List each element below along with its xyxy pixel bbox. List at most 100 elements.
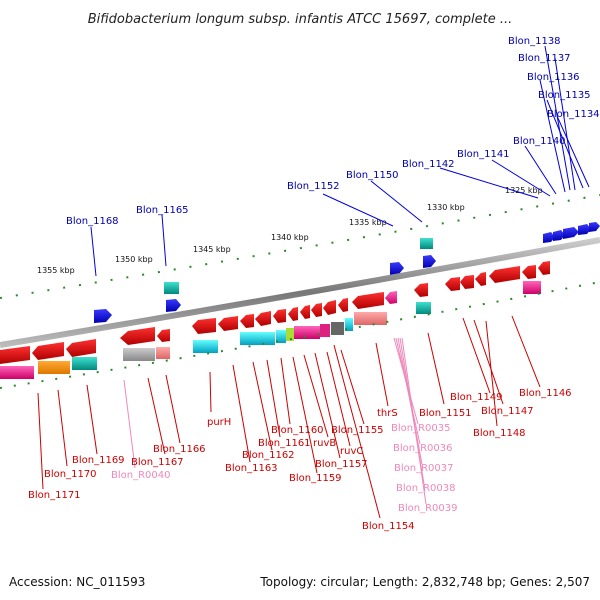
gene-label[interactable]: Blon_1162 (242, 450, 295, 461)
cds-feature[interactable] (72, 357, 97, 370)
gene-label[interactable]: Blon_1168 (66, 216, 119, 227)
gene-label[interactable]: Blon_1137 (518, 53, 571, 64)
scale-labels: 1325 kbp 1330 kbp 1335 kbp 1340 kbp 1345… (37, 186, 543, 275)
gene-label[interactable]: Blon_1166 (153, 444, 206, 455)
gene-arrow[interactable] (300, 305, 310, 319)
gene-label[interactable]: Blon_R0038 (396, 483, 456, 494)
gene-arrow[interactable] (522, 265, 536, 279)
rna-feature[interactable] (420, 238, 433, 249)
gene-arrow[interactable] (445, 277, 460, 291)
gene-label[interactable]: Blon_1171 (28, 490, 81, 501)
gene-arrow[interactable] (338, 298, 348, 312)
gene-label[interactable]: Blon_R0039 (398, 503, 458, 514)
gene-arrow[interactable] (323, 300, 336, 315)
gene-label[interactable]: Blon_1152 (287, 181, 340, 192)
gene-arrow[interactable] (166, 299, 181, 312)
gene-arrow[interactable] (538, 261, 550, 275)
gene-arrow[interactable] (255, 311, 271, 326)
gene-label[interactable]: Blon_1140 (513, 136, 566, 147)
cds-feature[interactable] (286, 328, 294, 341)
gene-label[interactable]: thrS (377, 408, 398, 419)
gene-arrow[interactable] (390, 262, 404, 275)
rna-feature[interactable] (164, 282, 179, 294)
gene-label[interactable]: Blon_1142 (402, 159, 455, 170)
gene-arrow[interactable] (240, 314, 254, 328)
gene-label[interactable]: Blon_1150 (346, 170, 399, 181)
gene-arrow[interactable] (32, 342, 64, 360)
gene-label[interactable]: Blon_1134 (547, 109, 600, 120)
gene-label[interactable]: Blon_1165 (136, 205, 189, 216)
cds-feature[interactable] (523, 281, 541, 294)
gene-label[interactable]: purH (207, 417, 231, 428)
gene-label[interactable]: Blon_1170 (44, 469, 97, 480)
gene-label[interactable]: Blon_1147 (481, 406, 534, 417)
gene-label[interactable]: Blon_1148 (473, 428, 526, 439)
gene-arrow[interactable] (273, 309, 286, 323)
gene-arrow[interactable] (460, 275, 474, 289)
gene-label[interactable]: Blon_1141 (457, 149, 510, 160)
cds-feature[interactable] (276, 330, 286, 343)
scale-label: 1325 kbp (505, 186, 543, 195)
gene-label[interactable]: Blon_1159 (289, 473, 342, 484)
cds-feature[interactable] (320, 324, 330, 337)
gene-arrow[interactable] (414, 283, 428, 297)
gene-label[interactable]: Blon_1138 (508, 36, 561, 47)
gene-label[interactable]: Blon_R0036 (393, 443, 453, 454)
lower-gene-labels: Blon_1146 Blon_1149 Blon_1147 Blon_1148 … (28, 388, 572, 532)
lower-leader-lines (37, 315, 541, 519)
cds-feature[interactable] (156, 347, 170, 359)
gene-label[interactable]: Blon_1146 (519, 388, 572, 399)
gene-label[interactable]: Blon_R0037 (394, 463, 454, 474)
gene-arrow[interactable] (311, 303, 322, 317)
genome-stats-text: Topology: circular; Length: 2,832,748 bp… (259, 575, 590, 589)
gene-label[interactable]: Blon_R0040 (111, 470, 171, 481)
gene-arrow[interactable] (352, 292, 384, 309)
gene-label[interactable]: Blon_1163 (225, 463, 278, 474)
gene-arrow[interactable] (553, 230, 565, 241)
gene-label[interactable]: Blon_1169 (72, 455, 125, 466)
gene-label[interactable]: Blon_1155 (331, 425, 384, 436)
cds-feature[interactable] (0, 366, 34, 379)
gene-label[interactable]: Blon_1149 (450, 392, 503, 403)
gene-arrow[interactable] (563, 227, 579, 239)
gene-arrow[interactable] (120, 327, 155, 345)
gene-label[interactable]: Blon_R0035 (391, 423, 451, 434)
cds-feature[interactable] (416, 302, 431, 314)
gene-label[interactable]: Blon_1154 (362, 521, 415, 532)
gene-arrow[interactable] (218, 316, 238, 331)
gene-arrow[interactable] (66, 339, 96, 357)
cds-feature[interactable] (123, 348, 155, 361)
gene-label[interactable]: Blon_1160 (271, 425, 324, 436)
cds-feature[interactable] (331, 322, 344, 335)
gene-label[interactable]: Blon_1135 (538, 90, 591, 101)
gene-arrow[interactable] (423, 255, 436, 268)
cds-feature[interactable] (38, 361, 70, 374)
gene-label[interactable]: Blon_1161 (258, 438, 311, 449)
gene-arrow[interactable] (0, 346, 30, 364)
cds-feature[interactable] (354, 312, 387, 325)
gene-arrow[interactable] (475, 272, 486, 286)
gene-arrow[interactable] (157, 329, 170, 342)
gene-label[interactable]: Blon_1151 (419, 408, 472, 419)
gene-label[interactable]: Blon_1136 (527, 72, 580, 83)
scale-label: 1340 kbp (271, 233, 309, 242)
cds-feature[interactable] (193, 340, 218, 353)
cds-feature[interactable] (240, 332, 275, 345)
gene-arrow[interactable] (94, 309, 112, 323)
gene-label[interactable]: ruvB (313, 438, 336, 449)
gene-arrow[interactable] (489, 266, 520, 283)
gene-arrow[interactable] (385, 291, 397, 304)
gene-label[interactable]: ruvC (340, 446, 363, 457)
cds-feature[interactable] (294, 326, 320, 339)
scale-label: 1330 kbp (427, 203, 465, 212)
gene-arrow[interactable] (578, 224, 591, 235)
gene-label[interactable]: Blon_1157 (315, 459, 368, 470)
gene-arrow[interactable] (543, 232, 555, 243)
gene-arrow[interactable] (589, 222, 600, 232)
gene-arrow[interactable] (288, 307, 298, 321)
gene-label[interactable]: Blon_1167 (131, 457, 184, 468)
upper-leader-lines (90, 45, 590, 277)
gene-arrow[interactable] (192, 318, 216, 334)
cds-feature[interactable] (345, 318, 353, 331)
